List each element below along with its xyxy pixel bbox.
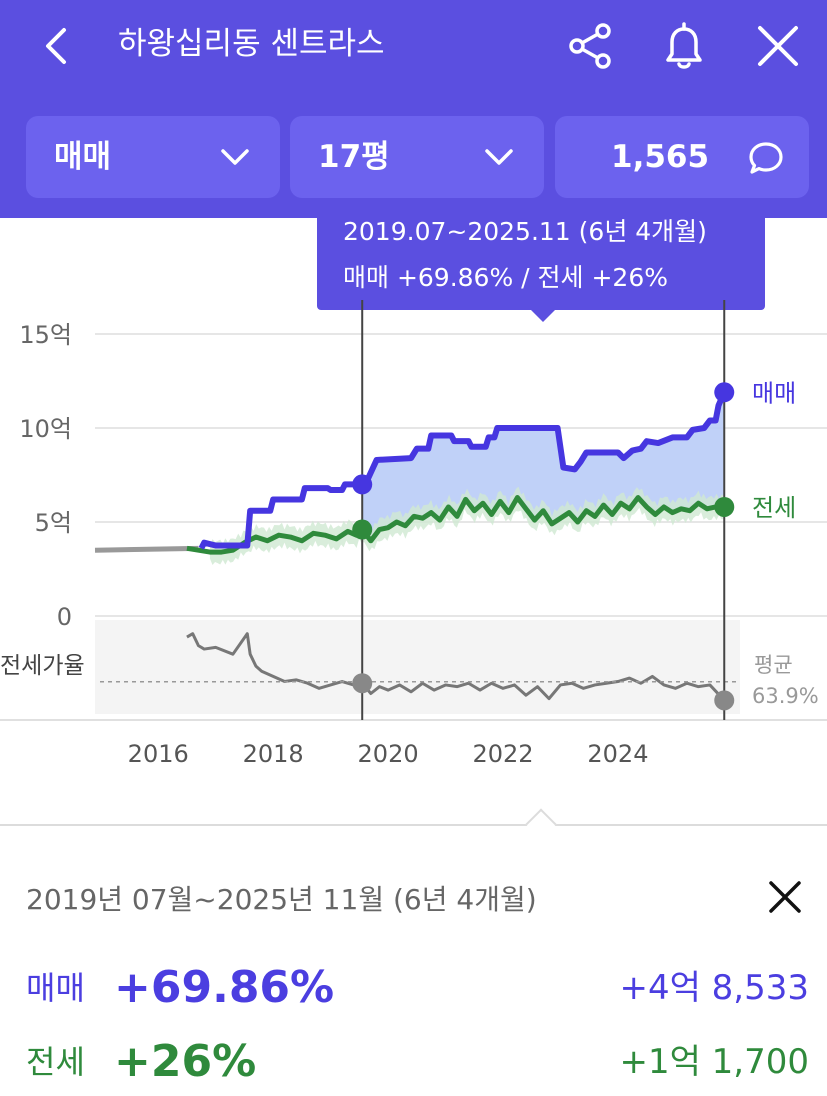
area-value: 17평 bbox=[318, 139, 390, 175]
tooltip-change: 매매 +69.86% / 전세 +26% bbox=[343, 263, 668, 292]
bell-icon[interactable] bbox=[658, 20, 710, 72]
sale-amount: +4억 8,533 bbox=[619, 968, 809, 1008]
section-divider bbox=[0, 824, 827, 826]
jeonse-end-point bbox=[714, 496, 735, 517]
trade-type-select[interactable]: 매매 bbox=[26, 116, 280, 198]
comments-button[interactable]: 1,565 bbox=[555, 116, 809, 198]
sale-start-point bbox=[352, 474, 373, 495]
close-icon[interactable] bbox=[752, 20, 804, 72]
summary-period: 2019년 07월~2025년 11월 (6년 4개월) bbox=[26, 883, 537, 916]
summary-jeonse-row: 전세 +26% +1억 1,700 bbox=[0, 1032, 827, 1092]
jeonse-start-point bbox=[352, 519, 373, 540]
summary-sale-row: 매매 +69.86% +4억 8,533 bbox=[0, 958, 827, 1018]
page-title: 하왕십리동 센트라스 bbox=[118, 26, 385, 62]
x-tick-label: 2018 bbox=[243, 740, 304, 768]
y-tick-label: 0 bbox=[57, 603, 72, 631]
series-line-ratio bbox=[186, 632, 726, 702]
series-label-sale: 매매 bbox=[752, 379, 796, 407]
selection-pointer bbox=[525, 808, 557, 840]
series-line-jeonse bbox=[186, 495, 725, 555]
sale-end-point bbox=[714, 382, 735, 403]
ratio-start-point bbox=[352, 673, 373, 694]
x-tick-label: 2016 bbox=[128, 740, 189, 768]
ratio-band bbox=[95, 620, 740, 714]
back-icon[interactable] bbox=[34, 22, 82, 70]
jeonse-label: 전세 bbox=[26, 1043, 85, 1081]
sale-label: 매매 bbox=[26, 969, 85, 1007]
ratio-average-value: 63.9% bbox=[752, 684, 819, 708]
y-tick-label: 10억 bbox=[19, 415, 72, 443]
range-tooltip: 2019.07~2025.11 (6년 4개월) 매매 +69.86% / 전세… bbox=[317, 206, 765, 322]
share-icon[interactable] bbox=[564, 20, 616, 72]
speech-bubble-icon bbox=[747, 140, 785, 176]
close-icon[interactable] bbox=[764, 876, 806, 918]
x-tick-label: 2020 bbox=[358, 740, 419, 768]
app-header: 하왕십리동 센트라스 매매 17평 1 bbox=[0, 0, 827, 218]
chevron-down-icon bbox=[220, 144, 250, 170]
sale-pct: +69.86% bbox=[114, 962, 335, 1013]
y-tick-label: 5억 bbox=[35, 509, 72, 537]
series-label-ratio: 전세가율 bbox=[0, 653, 85, 679]
pre-history-line bbox=[94, 545, 199, 553]
jeonse-range-band bbox=[209, 486, 725, 566]
chevron-down-icon bbox=[484, 144, 514, 170]
tooltip-period: 2019.07~2025.11 (6년 4개월) bbox=[343, 217, 707, 246]
series-line-sale bbox=[198, 391, 728, 550]
comment-count: 1,565 bbox=[611, 139, 710, 175]
jeonse-pct: +26% bbox=[114, 1036, 257, 1087]
area-select[interactable]: 17평 bbox=[290, 116, 544, 198]
ratio-average-label: 평균 bbox=[754, 653, 793, 677]
trade-type-value: 매매 bbox=[54, 139, 112, 175]
ratio-end-point bbox=[714, 690, 735, 711]
y-tick-label: 15억 bbox=[19, 321, 72, 349]
jeonse-amount: +1억 1,700 bbox=[619, 1042, 809, 1082]
series-label-jeonse: 전세 bbox=[752, 494, 796, 522]
x-tick-label: 2024 bbox=[587, 740, 648, 768]
x-tick-label: 2022 bbox=[472, 740, 533, 768]
